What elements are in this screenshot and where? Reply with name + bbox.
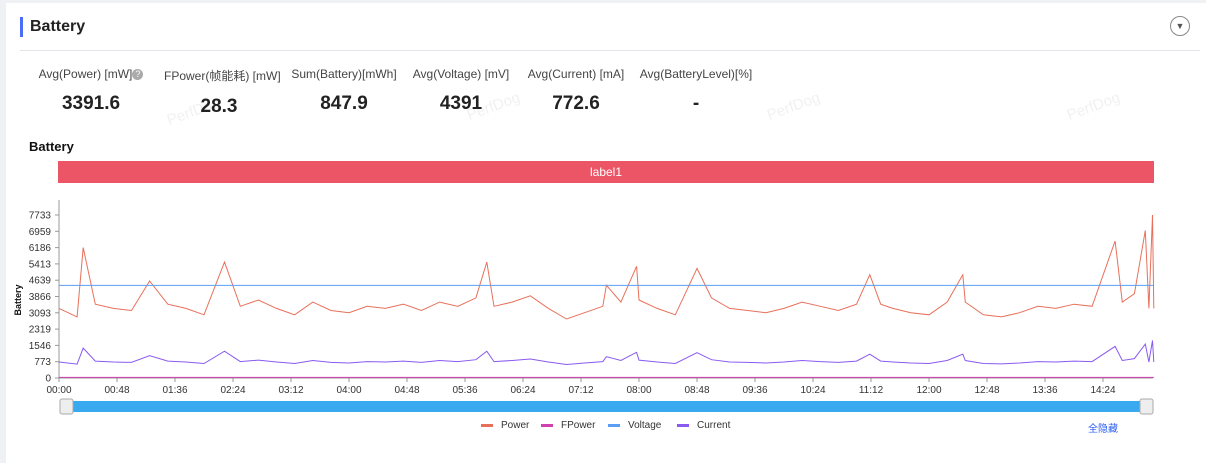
chart-title: Battery (29, 139, 74, 154)
stat-label: Avg(Current) [mA] (527, 67, 625, 81)
legend-item-current[interactable]: Current (677, 420, 730, 431)
divider (20, 50, 1200, 51)
stat-label: Sum(Battery)[mWh] (291, 67, 397, 81)
y-tick-label: 5413 (29, 259, 52, 270)
legend-item-fpower[interactable]: FPower (541, 420, 595, 431)
help-icon[interactable]: ? (132, 69, 144, 80)
stat-avg-current: Avg(Current) [mA] 772.6 (524, 67, 628, 115)
x-tick-label: 07:12 (568, 385, 593, 396)
legend-label: Voltage (628, 420, 662, 431)
x-tick-label: 02:24 (220, 385, 245, 396)
y-tick-label: 6186 (29, 243, 52, 254)
x-tick-label: 06:24 (510, 385, 535, 396)
x-tick-label: 08:00 (626, 385, 651, 396)
legend-swatch (677, 424, 689, 427)
series-line-power (58, 214, 1155, 320)
series-line-current (58, 340, 1155, 366)
x-tick-label: 05:36 (452, 385, 477, 396)
stat-label: Avg(Power) [mW] (38, 67, 133, 81)
x-tick-label: 04:00 (336, 385, 361, 396)
x-tick-label: 00:48 (104, 385, 129, 396)
zoom-slider-track[interactable] (63, 401, 1153, 412)
legend-label: FPower (561, 420, 596, 431)
section-title: Battery (20, 17, 85, 37)
legend-label: Current (697, 420, 731, 431)
y-tick-label: 7733 (29, 211, 52, 222)
legend-swatch (608, 424, 620, 427)
y-tick-label: 2319 (29, 325, 52, 336)
y-tick-label: 3093 (29, 308, 52, 319)
x-tick-label: 14:24 (1090, 385, 1115, 396)
stat-label: Avg(BatteryLevel)[%] (639, 67, 753, 81)
stat-avg-voltage: Avg(Voltage) [mV] 4391 (411, 67, 511, 115)
x-tick-label: 01:36 (162, 385, 187, 396)
x-tick-label: 09:36 (742, 385, 767, 396)
x-tick-label: 11:12 (859, 385, 884, 396)
zoom-slider-left-handle[interactable] (59, 398, 74, 415)
x-tick-label: 00:00 (46, 385, 71, 396)
legend-swatch (481, 424, 493, 427)
stat-value: - (692, 93, 700, 114)
stat-label: FPower(帧能耗) [mW] (164, 69, 281, 83)
legend-swatch (541, 424, 553, 427)
zoom-slider-right-handle[interactable] (1139, 398, 1154, 415)
stat-value: 3391.6 (61, 93, 121, 114)
stat-avg-battery-level: Avg(BatteryLevel)[%] - (639, 67, 753, 115)
y-tick-label: 0 (45, 374, 51, 385)
x-tick-label: 08:48 (684, 385, 709, 396)
stat-sum-battery: Sum(Battery)[mWh] 847.9 (289, 67, 399, 115)
y-tick-label: 1546 (29, 341, 52, 352)
collapse-toggle-icon[interactable]: ▼ (1170, 16, 1190, 36)
y-tick-label: 4639 (29, 276, 52, 287)
stat-value: 772.6 (552, 93, 600, 114)
stat-fpower: FPower(帧能耗) [mW] 28.3 (164, 67, 281, 118)
x-tick-label: 12:00 (916, 385, 941, 396)
stat-avg-power: Avg(Power) [mW]? 3391.6 (36, 67, 146, 115)
stat-value: 4391 (439, 93, 483, 114)
battery-panel (6, 3, 1206, 463)
x-tick-label: 04:48 (394, 385, 419, 396)
x-tick-label: 03:12 (278, 385, 303, 396)
x-tick-label: 12:48 (974, 385, 999, 396)
y-tick-label: 773 (34, 357, 51, 368)
legend-item-power[interactable]: Power (481, 420, 529, 431)
y-axis-label: Battery (13, 284, 23, 315)
y-tick-label: 6959 (29, 227, 52, 238)
hide-all-link[interactable]: 全隐藏 (1088, 424, 1118, 435)
stat-value: 28.3 (200, 96, 238, 117)
y-tick-label: 3866 (29, 292, 52, 303)
x-tick-label: 10:24 (800, 385, 825, 396)
x-tick-label: 13:36 (1032, 385, 1057, 396)
label-band[interactable]: label1 (58, 161, 1154, 183)
stat-value: 847.9 (320, 93, 368, 114)
stat-label: Avg(Voltage) [mV] (412, 67, 510, 81)
legend-label: Power (501, 420, 530, 431)
legend-item-voltage[interactable]: Voltage (608, 420, 661, 431)
